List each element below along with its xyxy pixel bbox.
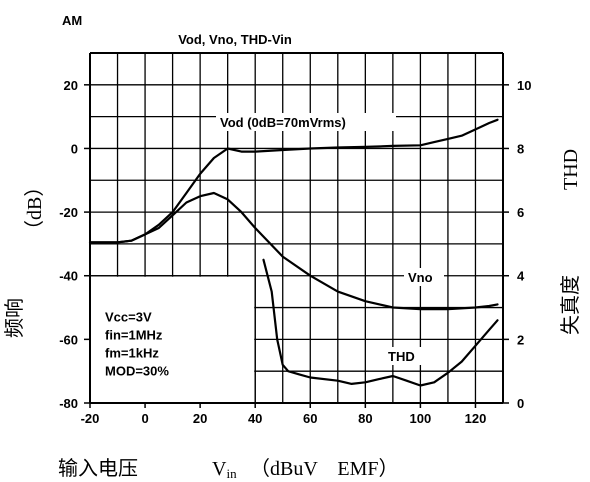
- y-right-tick-label: 6: [517, 205, 524, 220]
- condition-fm: fm=1kHz: [105, 346, 159, 361]
- x-tick-label: 40: [248, 411, 262, 426]
- thd-label-bg: [384, 347, 422, 365]
- y-left-tick-label: -80: [59, 396, 78, 411]
- xlabel-cn: 输入电压: [58, 456, 138, 480]
- x-tick-label: 20: [193, 411, 207, 426]
- vod-label-bg: [216, 113, 396, 131]
- condition-vcc: Vcc=3V: [105, 310, 152, 325]
- xlabel-sym: V: [212, 458, 227, 480]
- y-left-tick-label: 0: [71, 141, 78, 156]
- series-label-thd: THD: [388, 349, 415, 364]
- vno-label-bg: [404, 268, 444, 286]
- x-tick-label: 60: [303, 411, 317, 426]
- y-right-tick-label: 4: [517, 269, 525, 284]
- series-lines: [88, 118, 499, 387]
- y-right-tick-label: 0: [517, 396, 524, 411]
- x-tick-label: 120: [465, 411, 487, 426]
- y-left-tick-label: -40: [59, 269, 78, 284]
- conditions-box: Vcc=3V fin=1MHz fm=1kHz MOD=30%: [90, 275, 256, 403]
- y-right-tick-label: 8: [517, 141, 524, 156]
- condition-fin: fin=1MHz: [105, 328, 163, 343]
- x-tick-label: -20: [81, 411, 100, 426]
- ylabel-right-unit: THD: [560, 149, 582, 190]
- corner-label: AM: [62, 13, 82, 28]
- y-right-tick-label: 10: [517, 78, 531, 93]
- series-label-vod: Vod (0dB=70mVrms): [220, 115, 346, 130]
- y-left-tick-label: -20: [59, 205, 78, 220]
- y-right-tick-label: 2: [517, 332, 524, 347]
- ylabel-left-cn: 频响: [2, 298, 26, 338]
- ylabel-right-cn: 失真度: [558, 275, 582, 335]
- vno-line: [88, 191, 499, 311]
- x-tick-label: 80: [358, 411, 372, 426]
- ylabel-left-unit: （dB）: [23, 177, 46, 240]
- vod-line: [88, 118, 499, 244]
- x-tick-label: 0: [141, 411, 148, 426]
- x-tick-label: 100: [410, 411, 432, 426]
- xlabel-unit: （dBuV EMF）: [250, 457, 399, 480]
- y-left-tick-label: -60: [59, 332, 78, 347]
- y-left-tick-label: 20: [64, 78, 78, 93]
- xlabel-sub: in: [226, 466, 237, 481]
- chart-title: Vod, Vno, THD-Vin: [178, 32, 292, 47]
- series-label-vno: Vno: [408, 270, 433, 285]
- condition-mod: MOD=30%: [105, 364, 169, 379]
- xlabel-symbol: Vin: [212, 458, 237, 481]
- thd-line: [262, 258, 499, 387]
